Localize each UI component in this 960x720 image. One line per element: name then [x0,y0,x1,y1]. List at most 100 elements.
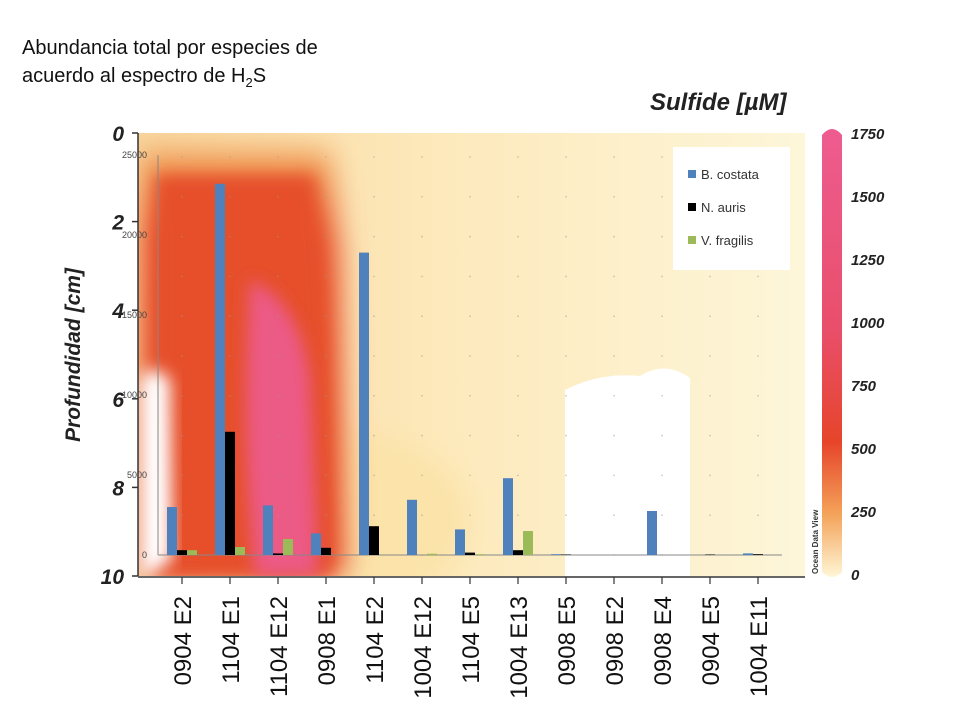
grid-dot [469,235,471,238]
grid-dot [277,514,279,516]
bar-n-auris [273,553,283,555]
caption-subscript: 2 [245,75,253,90]
grid-dot [181,156,183,158]
y-tick-label: 20000 [122,230,147,240]
grid-dot [757,395,759,397]
grid-dot [277,156,279,158]
bar-n-auris [225,431,235,555]
category-label: 0904 E2 [170,596,197,685]
colorbar-tick-label: 750 [851,378,877,395]
bar-b-costata [455,529,465,555]
grid-dot [421,235,423,238]
grid-dot [181,275,183,278]
grid-dot [517,474,519,477]
bar-v-fragilis [475,554,485,555]
grid-dot [181,315,183,318]
colorbar-tick-label: 1250 [851,252,885,269]
grid-dot [325,514,327,516]
grid-dot [325,434,327,437]
overlay-title: Sulfide [µM] [650,89,787,116]
grid-dot [517,315,519,318]
grid-dot [325,275,327,278]
grid-dot [325,395,327,397]
category-label: 0908 E1 [314,596,341,685]
bar-b-costata [503,478,513,555]
grid-dot [325,156,327,158]
bar-v-fragilis [427,553,437,555]
grid-dot [613,395,615,397]
grid-dot [757,275,759,278]
colorbar: Ocean Data View 1750 1500 1250 1000 750 500 25… [811,126,885,584]
grid-dot [229,395,231,397]
y-tick-label: 15000 [122,310,147,320]
caption-line-2-suffix: S [252,65,267,87]
grid-dot [565,395,567,397]
grid-dot [277,434,279,437]
grid-dot [277,315,279,318]
grid-dot [181,514,183,516]
legend-swatch [688,236,696,244]
grid-dot [277,474,279,477]
grid-dot [709,474,711,477]
grid-dot [325,355,327,357]
grid-dot [613,474,615,477]
bar-b-costata [407,499,417,555]
grid-dot [613,275,615,278]
grid-dot [229,275,231,278]
bar-b-costata [263,505,273,555]
colorbar-tick-label: 500 [851,441,877,458]
grid-dot [565,156,567,158]
caption-line-1: Abundancia total por especies de [22,37,318,59]
grid-dot [421,315,423,318]
grid-dot [517,275,519,278]
depth-tick-label: 4 [111,300,124,323]
grid-dot [517,235,519,238]
field-gap-left [140,370,172,576]
colorbar-tick-label: 1000 [851,315,885,332]
grid-dot [613,315,615,318]
category-label: 1104 E12 [266,596,293,697]
colorbar-tick-label: 1500 [851,189,885,206]
y-tick-label: 10000 [122,390,147,400]
depth-tick-label: 10 [101,566,125,589]
grid-dot [373,196,375,198]
category-label: 0908 E2 [602,596,629,685]
legend-label: B. costata [701,167,760,182]
bar-b-costata [311,533,321,555]
grid-dot [661,196,663,198]
bar-b-costata [359,252,369,555]
grid-dot [565,275,567,278]
grid-dot [469,514,471,516]
grid-dot [517,514,519,516]
grid-dot [517,156,519,158]
bar-v-fragilis [187,550,197,555]
grid-dot [421,395,423,397]
depth-tick-label: 8 [112,477,124,500]
grid-dot [565,434,567,437]
legend: B. costata N. auris V. fragilis [673,147,790,270]
grid-dot [613,156,615,158]
grid-dot [613,235,615,238]
grid-dot [421,355,423,357]
grid-dot [661,156,663,158]
grid-dot [613,196,615,198]
depth-tick-label: 6 [112,389,124,412]
category-label: 1104 E2 [362,596,389,684]
grid-dot [565,196,567,198]
bar-n-auris [513,550,523,555]
depth-axis: 0 2 4 6 8 10 Profundidad [cm] [62,123,139,589]
grid-dot [373,395,375,397]
grid-dot [181,196,183,198]
field-pink-core [246,280,318,576]
grid-dot [709,434,711,437]
grid-dot [373,474,375,477]
grid-dot [373,156,375,158]
grid-dot [229,315,231,318]
grid-dot [277,355,279,357]
grid-dot [181,474,183,477]
grid-dot [661,434,663,437]
grid-dot [181,355,183,357]
grid-dot [757,434,759,437]
y-tick-label: 5000 [127,470,147,480]
grid-dot [613,514,615,516]
